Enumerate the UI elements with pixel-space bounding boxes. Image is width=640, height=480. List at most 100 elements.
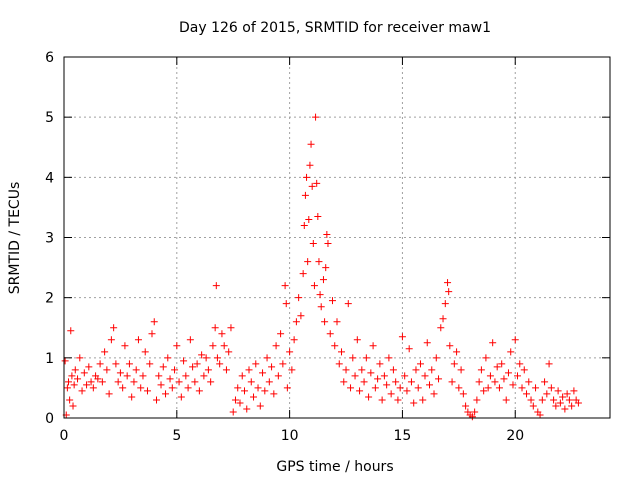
data-point: [504, 369, 512, 377]
data-point: [529, 402, 537, 410]
data-point: [396, 384, 404, 392]
data-point: [403, 387, 411, 395]
data-point: [507, 348, 515, 356]
data-point: [67, 327, 75, 335]
data-point: [227, 324, 235, 332]
data-point: [186, 336, 194, 344]
data-point: [119, 384, 127, 392]
data-point: [61, 357, 69, 365]
data-point: [247, 378, 255, 386]
data-point: [407, 378, 415, 386]
data-point: [76, 354, 84, 362]
data-point: [317, 303, 325, 311]
data-point: [195, 387, 203, 395]
data-point: [445, 288, 453, 296]
data-point: [367, 369, 375, 377]
data-point: [182, 372, 190, 380]
data-point: [274, 372, 282, 380]
data-point: [437, 324, 445, 332]
data-point: [552, 402, 560, 410]
data-point: [240, 387, 248, 395]
x-tick-label: 20: [506, 428, 524, 444]
data-point: [89, 384, 97, 392]
axis-ticks: 0 1 2 3 4 5 6 0 5 10 15 20: [45, 50, 610, 444]
data-point: [475, 378, 483, 386]
data-point: [256, 402, 264, 410]
data-point: [164, 354, 172, 362]
data-point: [541, 378, 549, 386]
data-point: [401, 372, 409, 380]
data-point: [446, 342, 454, 350]
data-point: [155, 372, 163, 380]
data-point: [305, 215, 313, 223]
data-point: [527, 396, 535, 404]
data-point: [80, 369, 88, 377]
data-point: [252, 360, 260, 368]
data-point: [387, 390, 395, 398]
data-point: [554, 387, 562, 395]
data-point: [121, 342, 129, 350]
data-point: [489, 339, 497, 347]
data-point: [362, 354, 370, 362]
data-point: [321, 318, 329, 326]
data-point: [290, 336, 298, 344]
chart-title: Day 126 of 2015, SRMTID for receiver maw…: [179, 20, 491, 36]
x-tick-label: 15: [394, 428, 412, 444]
data-point: [482, 354, 490, 362]
data-point: [307, 140, 315, 148]
data-point: [146, 360, 154, 368]
data-point: [547, 384, 555, 392]
data-point: [292, 318, 300, 326]
data-point: [419, 396, 427, 404]
data-point: [300, 221, 308, 229]
data-point: [259, 369, 267, 377]
data-point: [319, 276, 327, 284]
data-point: [157, 381, 165, 389]
data-point: [70, 381, 78, 389]
data-point: [299, 270, 307, 278]
data-point: [356, 387, 364, 395]
data-point: [65, 378, 73, 386]
data-point: [324, 240, 332, 248]
data-point: [410, 399, 418, 407]
data-point: [207, 378, 215, 386]
data-point: [286, 348, 294, 356]
data-point: [268, 363, 276, 371]
data-point: [498, 360, 506, 368]
data-point: [263, 354, 271, 362]
data-point: [486, 372, 494, 380]
data-point: [295, 294, 303, 302]
data-point: [236, 399, 244, 407]
data-point: [380, 372, 388, 380]
data-point: [66, 396, 74, 404]
data-point: [471, 408, 479, 416]
data-point: [570, 387, 578, 395]
data-point: [502, 396, 510, 404]
data-point: [568, 402, 576, 410]
data-point: [349, 354, 357, 362]
data-point: [125, 360, 133, 368]
data-point: [559, 393, 567, 401]
x-axis-label: GPS time / hours: [276, 459, 393, 475]
data-point: [328, 297, 336, 305]
data-point: [369, 342, 377, 350]
data-point: [389, 366, 397, 374]
data-point: [198, 351, 206, 359]
data-point: [457, 366, 465, 374]
data-point: [500, 375, 508, 383]
data-point: [231, 396, 239, 404]
data-point: [261, 387, 269, 395]
y-tick-label: 5: [45, 110, 54, 126]
data-point: [191, 378, 199, 386]
data-point: [561, 405, 569, 413]
data-point: [202, 354, 210, 362]
data-point: [283, 384, 291, 392]
data-point: [87, 378, 95, 386]
data-point: [353, 336, 361, 344]
data-point: [468, 413, 476, 421]
data-point: [297, 312, 305, 320]
data-point: [105, 390, 113, 398]
data-point: [414, 384, 422, 392]
y-tick-label: 1: [45, 351, 54, 367]
y-tick-label: 6: [45, 50, 54, 66]
